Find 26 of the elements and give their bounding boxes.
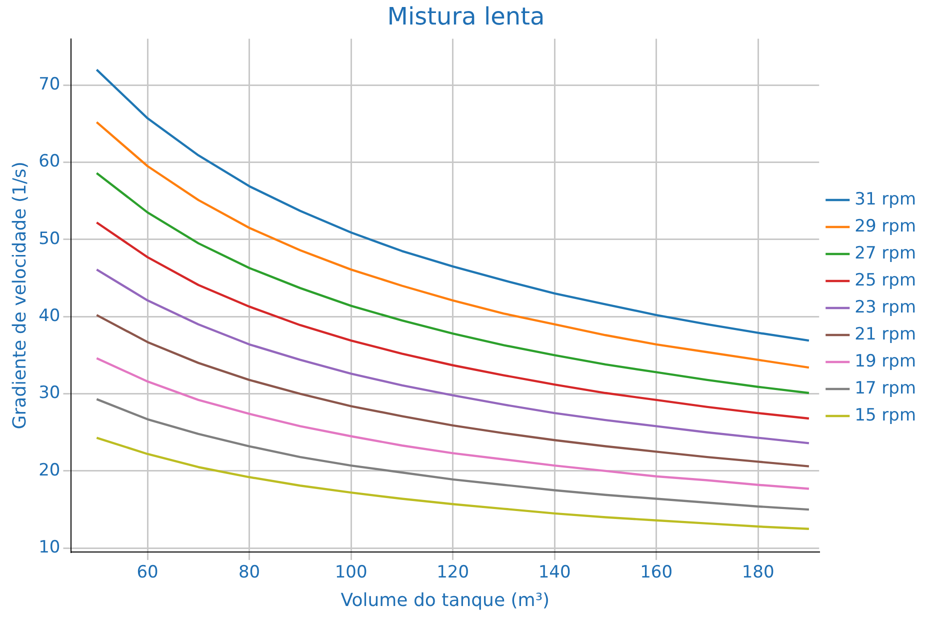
legend-label: 15 rpm [854,405,916,426]
x-tick-label: 100 [334,562,368,583]
x-tick-label: 60 [136,562,158,583]
y-tick-label: 30 [38,383,60,404]
legend-label: 19 rpm [854,351,916,372]
chart-title: Mistura lenta [387,2,545,31]
y-tick-label: 50 [38,228,60,249]
legend-label: 21 rpm [854,324,916,344]
legend-label: 25 rpm [854,270,916,290]
x-tick-label: 80 [238,562,260,583]
legend-label: 23 rpm [854,297,916,318]
x-tick-label: 160 [640,562,673,583]
y-tick-label: 60 [38,152,60,172]
x-tick-label: 180 [742,562,774,583]
legend-label: 17 rpm [854,378,916,398]
legend-label: 31 rpm [854,189,916,210]
y-axis-title: Gradiente de velocidade (1/s) [9,162,30,430]
y-tick-label: 10 [38,538,60,558]
y-tick-label: 40 [38,306,60,326]
y-tick-label: 70 [38,74,60,95]
legend-label: 29 rpm [854,216,916,236]
x-tick-label: 140 [538,562,571,583]
x-tick-label: 120 [436,562,470,583]
y-tick-label: 20 [38,460,60,480]
legend-label: 27 rpm [854,243,916,264]
x-axis-title: Volume do tanque (m³) [340,590,550,611]
